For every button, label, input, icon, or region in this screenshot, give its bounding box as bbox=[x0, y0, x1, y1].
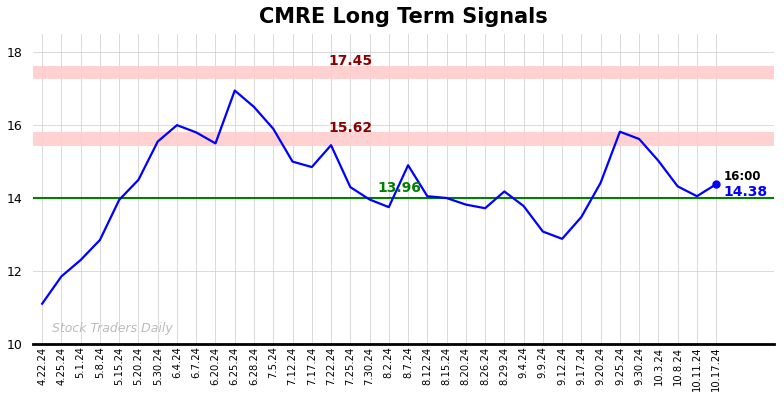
Text: 16:00: 16:00 bbox=[724, 170, 761, 183]
Text: 14.38: 14.38 bbox=[724, 185, 768, 199]
Text: 17.45: 17.45 bbox=[328, 54, 372, 68]
Text: Stock Traders Daily: Stock Traders Daily bbox=[52, 322, 172, 335]
Text: 13.96: 13.96 bbox=[377, 181, 421, 195]
Title: CMRE Long Term Signals: CMRE Long Term Signals bbox=[259, 7, 548, 27]
Text: 15.62: 15.62 bbox=[328, 121, 372, 135]
Bar bbox=[33, 133, 774, 146]
Bar bbox=[33, 66, 774, 79]
